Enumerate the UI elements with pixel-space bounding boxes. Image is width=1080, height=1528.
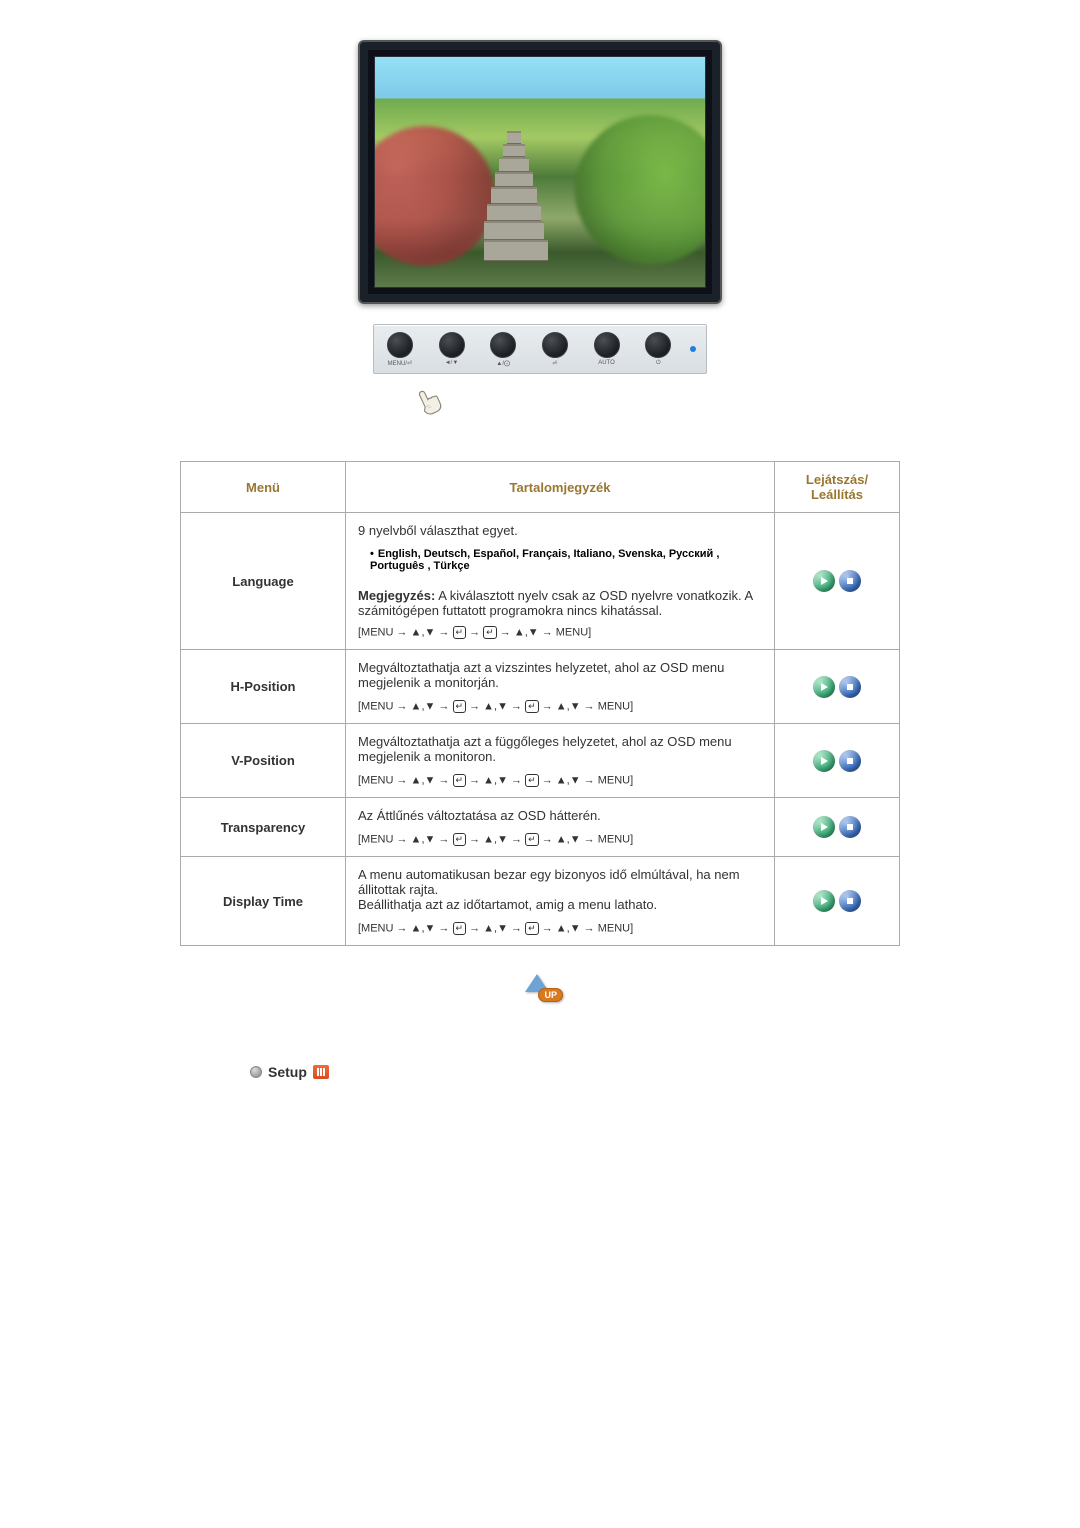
nav-sequence: [MENU → ▲,▼ → ↵ → ▲,▼ → ↵ → ▲,▼ → MENU] — [358, 833, 762, 846]
row-label: Display Time — [181, 857, 346, 946]
row-description: Az Áttlűnés változtatása az OSD hátterén… — [346, 798, 775, 857]
setup-label: Setup — [268, 1064, 307, 1080]
row-description: A menu automatikusan bezar egy bizonyos … — [346, 857, 775, 946]
nav-sequence: [MENU → ▲,▼ → ↵ → ▲,▼ → ↵ → ▲,▼ → MENU] — [358, 774, 762, 787]
ctrl-circle-icon — [490, 332, 516, 358]
play-cell — [775, 798, 900, 857]
nav-sequence: [MENU → ▲,▼ → ↵ → ▲,▼ → ↵ → ▲,▼ → MENU] — [358, 700, 762, 713]
up-label: UP — [538, 988, 563, 1002]
setup-icon — [313, 1065, 329, 1079]
bullet-icon — [250, 1066, 262, 1078]
page-root: MENU/⏎ ◄/▼ ▲/⨀ ⏎ AUTO ⏻ — [130, 40, 950, 1080]
power-led-icon — [690, 346, 696, 352]
stop-icon[interactable] — [839, 750, 861, 772]
language-list: •English, Deutsch, Español, Français, It… — [370, 548, 762, 572]
foliage-left — [374, 126, 495, 266]
row-description: Megváltoztathatja azt a vizszintes helyz… — [346, 650, 775, 724]
ctrl-label: ◄/▼ — [445, 360, 459, 366]
osd-table: Menü Tartalomjegyzék Lejátszás/ Leállítá… — [180, 461, 900, 946]
row-label: H-Position — [181, 650, 346, 724]
ctrl-auto[interactable]: AUTO — [587, 332, 627, 366]
stop-icon[interactable] — [839, 570, 861, 592]
table-row: Display Time A menu automatikusan bezar e… — [181, 857, 900, 946]
ctrl-label: ⏻ — [656, 360, 661, 367]
row-label: V-Position — [181, 724, 346, 798]
table-header-row: Menü Tartalomjegyzék Lejátszás/ Leállítá… — [181, 462, 900, 513]
intro-text: 9 nyelvből választhat egyet. — [358, 523, 762, 538]
play-icon[interactable] — [813, 570, 835, 592]
nav-sequence: [MENU → ▲,▼ → ↵ → ↵ → ▲,▼ → MENU] — [358, 626, 762, 639]
table-row: Language 9 nyelvből választhat egyet. •Eng… — [181, 513, 900, 650]
row-description: 9 nyelvből választhat egyet. •English, De… — [346, 513, 775, 650]
ctrl-down[interactable]: ◄/▼ — [432, 332, 472, 366]
ctrl-label: AUTO — [598, 360, 615, 366]
stop-icon[interactable] — [839, 676, 861, 698]
play-cell — [775, 857, 900, 946]
desc-text: Megváltoztathatja azt a függőleges helyz… — [358, 734, 762, 764]
pagoda — [484, 131, 544, 261]
play-cell — [775, 724, 900, 798]
stop-icon[interactable] — [839, 890, 861, 912]
play-icon[interactable] — [813, 676, 835, 698]
note: Megjegyzés: A kiválasztott nyelv csak az… — [358, 588, 762, 618]
row-label: Language — [181, 513, 346, 650]
header-menu: Menü — [181, 462, 346, 513]
play-icon[interactable] — [813, 750, 835, 772]
play-cell — [775, 513, 900, 650]
desc-text: Az Áttlűnés változtatása az OSD hátterén… — [358, 808, 762, 823]
table-row: Transparency Az Áttlűnés változtatása az … — [181, 798, 900, 857]
ctrl-menu[interactable]: MENU/⏎ — [380, 332, 420, 367]
play-icon[interactable] — [813, 816, 835, 838]
ctrl-label: ⏎ — [552, 360, 557, 367]
ctrl-label: ▲/⨀ — [496, 360, 510, 367]
play-cell — [775, 650, 900, 724]
ctrl-circle-icon — [594, 332, 620, 358]
row-label: Transparency — [181, 798, 346, 857]
stop-icon[interactable] — [839, 816, 861, 838]
row-description: Megváltoztathatja azt a függőleges helyz… — [346, 724, 775, 798]
monitor-screen — [374, 56, 706, 288]
ctrl-circle-icon — [645, 332, 671, 358]
ctrl-enter[interactable]: ⏎ — [535, 332, 575, 367]
monitor-frame — [358, 40, 722, 304]
foliage-right — [575, 115, 706, 265]
play-icon[interactable] — [813, 890, 835, 912]
desc-text: A menu automatikusan bezar egy bizonyos … — [358, 867, 762, 912]
table-row: V-Position Megváltoztathatja azt a függől… — [181, 724, 900, 798]
up-link[interactable]: UP — [130, 974, 950, 1004]
nav-sequence: [MENU → ▲,▼ → ↵ → ▲,▼ → ↵ → ▲,▼ → MENU] — [358, 922, 762, 935]
pointer-hand-icon — [405, 376, 454, 427]
header-play: Lejátszás/ Leállítás — [775, 462, 900, 513]
ctrl-label: MENU/⏎ — [388, 360, 412, 367]
ctrl-circle-icon — [439, 332, 465, 358]
ctrl-circle-icon — [542, 332, 568, 358]
header-content: Tartalomjegyzék — [346, 462, 775, 513]
setup-heading: Setup — [250, 1064, 950, 1080]
ctrl-circle-icon — [387, 332, 413, 358]
monitor-controls-bar: MENU/⏎ ◄/▼ ▲/⨀ ⏎ AUTO ⏻ — [373, 324, 707, 374]
table-row: H-Position Megváltoztathatja azt a vizszi… — [181, 650, 900, 724]
ctrl-power[interactable]: ⏻ — [638, 332, 678, 367]
desc-text: Megváltoztathatja azt a vizszintes helyz… — [358, 660, 762, 690]
figure-column: MENU/⏎ ◄/▼ ▲/⨀ ⏎ AUTO ⏻ — [130, 40, 950, 421]
ctrl-up[interactable]: ▲/⨀ — [483, 332, 523, 367]
